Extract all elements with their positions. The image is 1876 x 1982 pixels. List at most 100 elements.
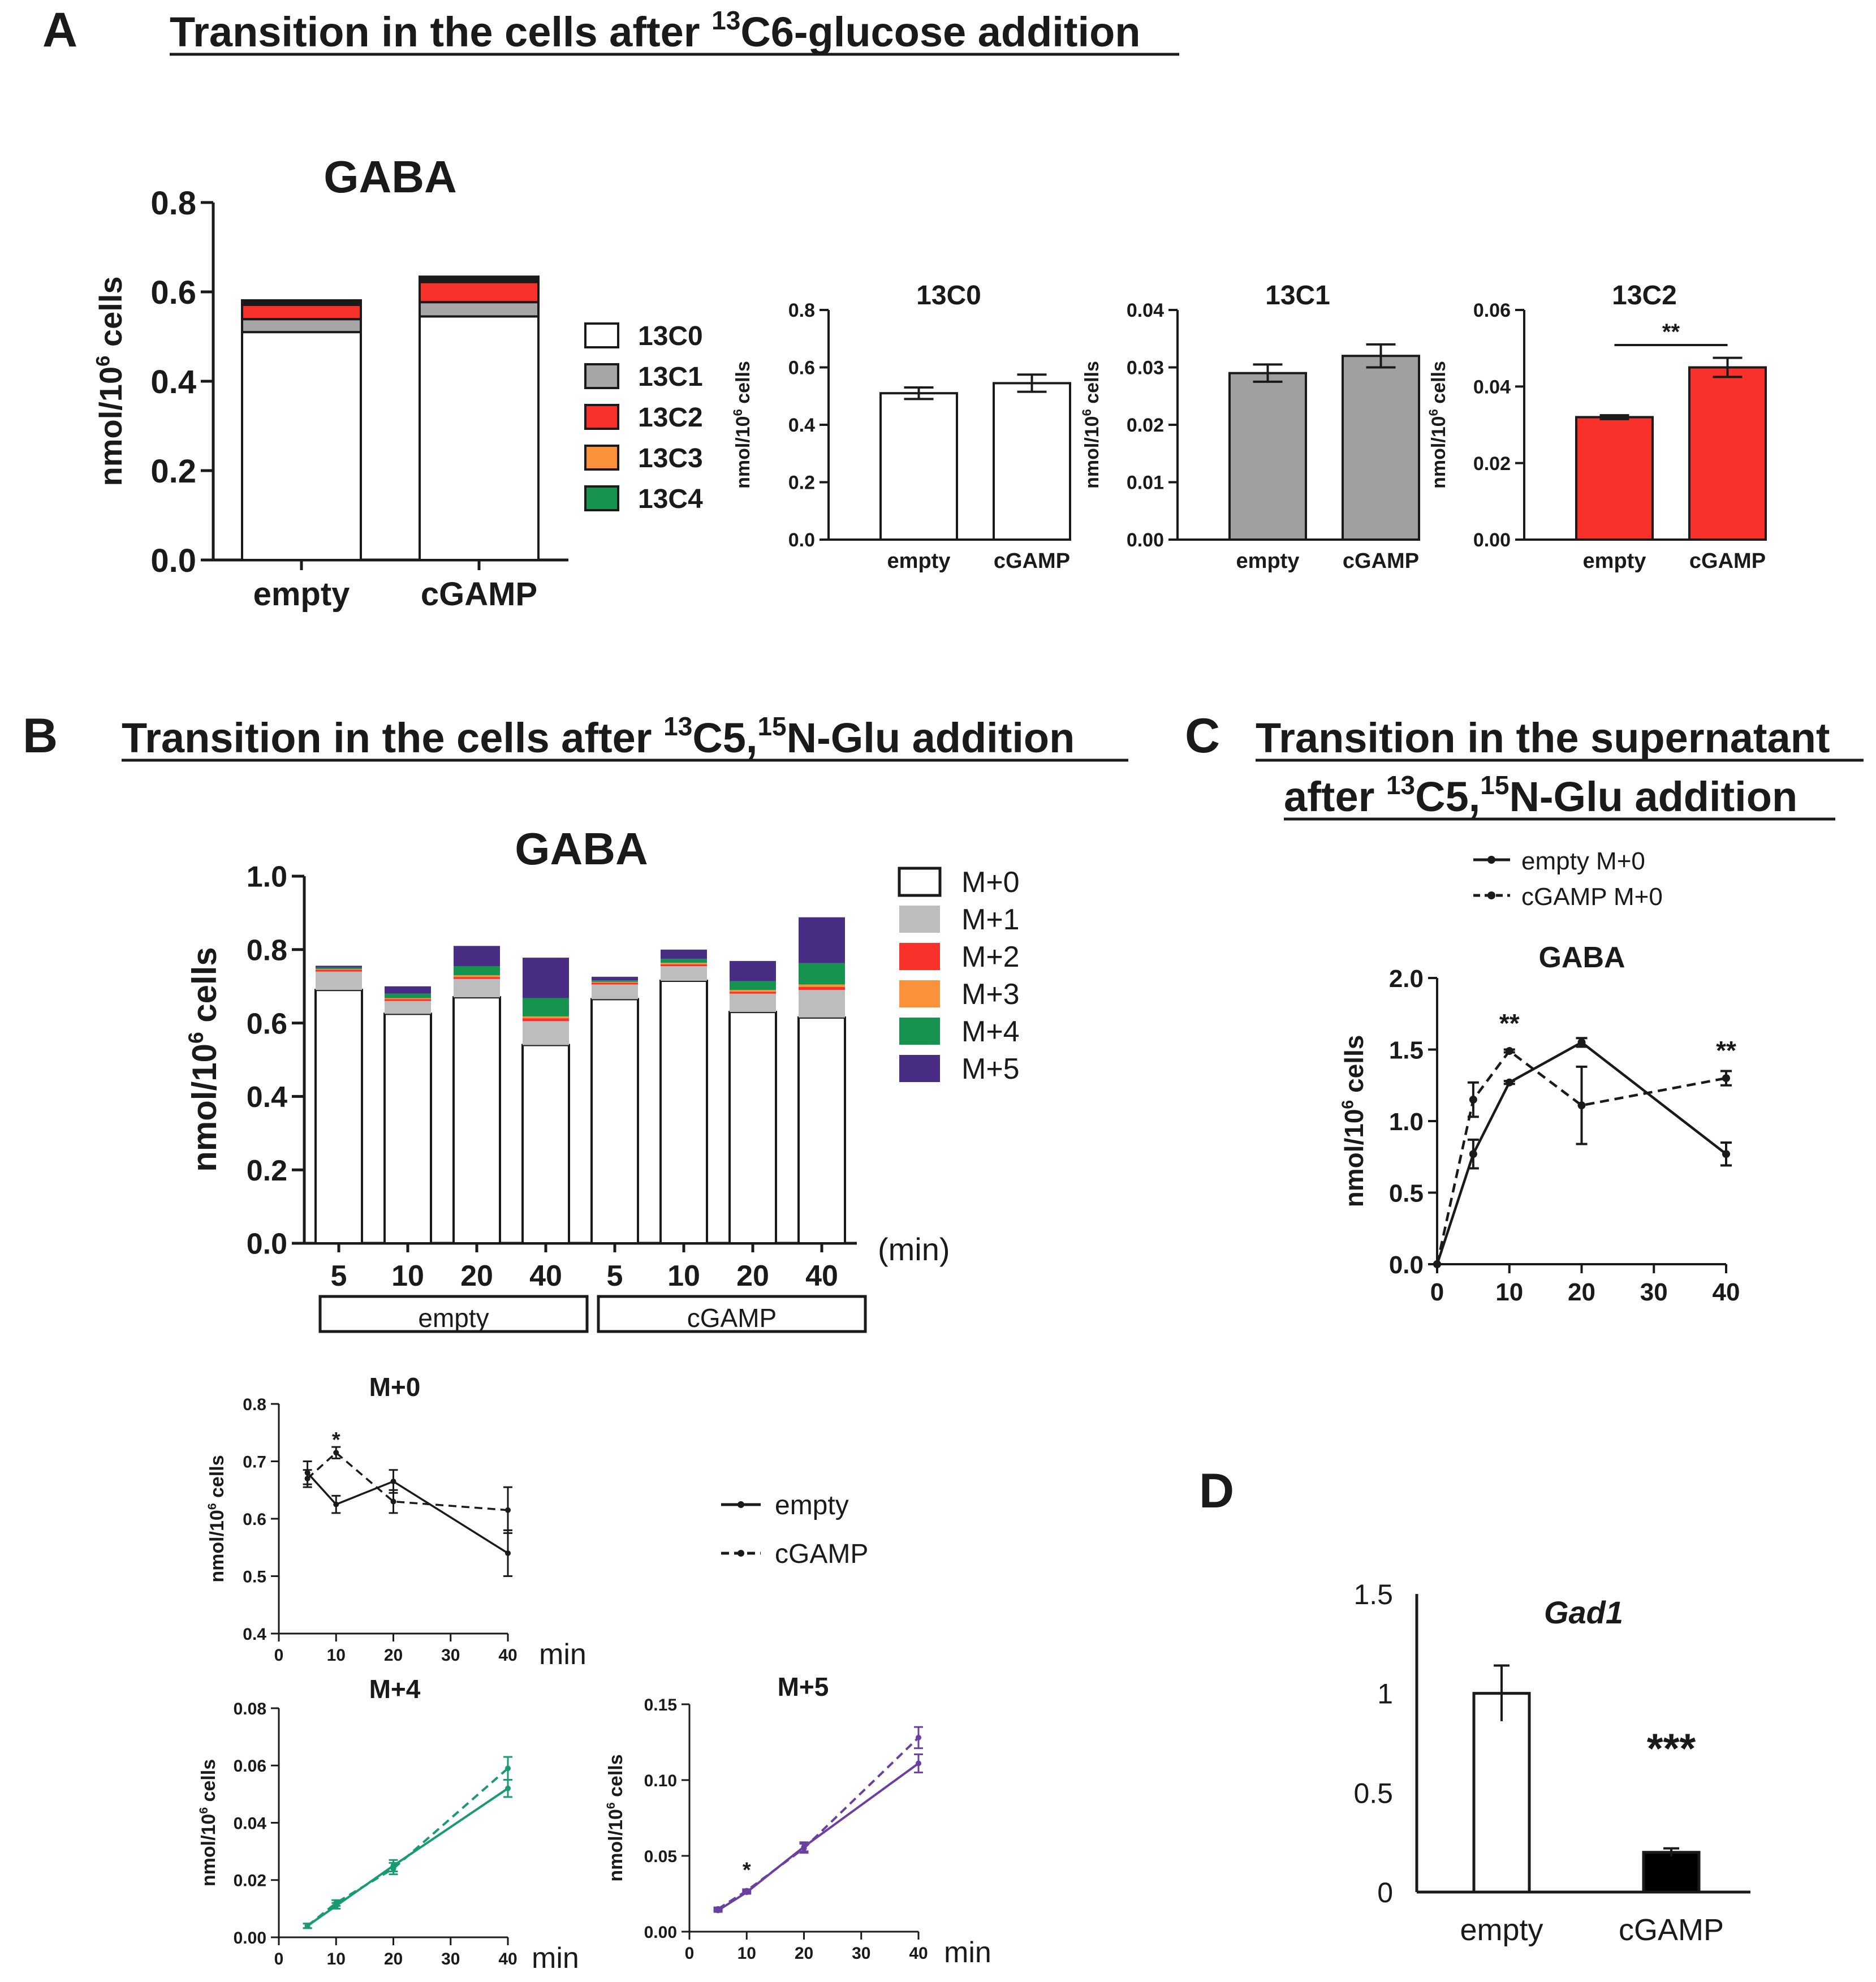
y-tick-label: 0.04: [1127, 300, 1164, 321]
y-tick-label: 0.4: [788, 415, 815, 436]
y-tick-label: 0.06: [1473, 300, 1511, 321]
bar-empty: [1472, 1692, 1531, 1894]
bar-empty: [1575, 416, 1654, 541]
data-point: [715, 1906, 721, 1912]
significance-marker: ***: [1647, 1725, 1696, 1772]
stacked-segment-mplus1: [730, 993, 776, 1012]
chart-title: M+0: [369, 1372, 421, 1402]
significance-marker: *: [743, 1859, 751, 1882]
legend-cgamp-m0-marker: [1487, 891, 1495, 899]
legend-swatch-mplus4: [899, 1018, 940, 1045]
legend-label: 13C0: [638, 321, 703, 351]
stacked-segment-mplus3: [661, 963, 707, 964]
y-tick-label: 0.5: [1389, 1179, 1424, 1207]
stacked-segment-mplus3: [523, 1016, 569, 1019]
legend-swatch-mplus2: [899, 943, 940, 970]
y-tick-label: 0.02: [234, 1872, 266, 1890]
bar-cgamp: [1688, 366, 1767, 541]
legend-empty-m0-marker: [1487, 856, 1495, 864]
legend-swatch-mplus5: [899, 1055, 940, 1082]
data-point: [1433, 1260, 1441, 1268]
legend-cgamp-label: cGAMP: [775, 1539, 868, 1569]
bar-empty: [879, 392, 958, 541]
x-unit-label: min: [944, 1936, 991, 1969]
stacked-segment-13c2: [241, 303, 362, 321]
x-unit-label: (min): [878, 1231, 950, 1267]
stacked-segment-mplus5: [454, 946, 500, 967]
panel-c-letter: C: [1185, 709, 1220, 763]
stacked-segment-mplus2: [661, 964, 707, 967]
y-tick-label: 0.03: [1127, 357, 1164, 379]
series-line-empty: [307, 1472, 508, 1554]
x-tick-label: 30: [441, 1950, 460, 1968]
legend-label: M+3: [961, 978, 1020, 1011]
data-point: [333, 1501, 339, 1507]
stacked-segment-mplus5: [661, 949, 707, 959]
stacked-segment-mplus4: [799, 963, 845, 985]
y-tick-label: 0.0: [788, 529, 815, 551]
legend-empty-m0-label: empty M+0: [1521, 847, 1645, 875]
data-point: [1469, 1096, 1477, 1104]
y-axis-label: nmol/106 cells: [731, 361, 754, 489]
panel-b-m4-line-chart: M+4 0.00 0.02 0.04 0.06 0.08 0 10 20 30 40 min nmol/…: [197, 1674, 579, 1975]
legend-cgamp-m0-label: cGAMP M+0: [1521, 883, 1663, 911]
x-unit-label: min: [539, 1638, 586, 1671]
bar-cgamp: [993, 382, 1071, 541]
y-tick-label: 0: [1377, 1877, 1393, 1908]
stacked-segment-mplus1: [454, 979, 500, 998]
y-tick-label: 0.6: [150, 274, 196, 311]
x-tick-label: 10: [327, 1646, 346, 1665]
y-tick-label: 0.5: [243, 1567, 266, 1586]
y-tick-label: 0.08: [234, 1700, 266, 1718]
significance-marker: **: [1662, 320, 1680, 344]
bar-empty: [1228, 372, 1307, 541]
stacked-segment-mplus4: [592, 980, 638, 982]
x-tick-label: 10: [738, 1944, 756, 1963]
x-tick-label: 40: [529, 1260, 562, 1292]
data-point: [304, 1475, 310, 1481]
x-tick-label: cGAMP: [994, 549, 1070, 573]
group-label: cGAMP: [687, 1303, 777, 1333]
stacked-segment-mplus2: [592, 983, 638, 985]
y-tick-label: 0.2: [247, 1154, 287, 1187]
chart-title: M+5: [778, 1672, 829, 1701]
stacked-segment-mplus4: [385, 993, 431, 998]
x-tick-label: empty: [253, 576, 350, 613]
x-tick-label: 10: [327, 1950, 346, 1968]
data-point: [333, 1900, 339, 1906]
panel-a-13c2-chart: 13C2 0.00 0.02 0.04 0.06 nmol/106 cells empty c…: [1426, 281, 1767, 573]
y-tick-label: 0.05: [644, 1847, 677, 1866]
y-tick-label: 0.00: [234, 1929, 266, 1947]
legend-label: 13C2: [638, 403, 703, 433]
y-axis-label: nmol/106 cells: [1426, 361, 1450, 489]
y-tick-label: 1: [1377, 1678, 1393, 1710]
y-tick-label: 0.06: [234, 1757, 266, 1776]
panel-a-13c0-chart: 13C0 0.0 0.2 0.4 0.6 0.8 nmol/106 cells empty cG…: [731, 281, 1071, 573]
data-point: [1469, 1150, 1477, 1158]
x-tick-label: 5: [331, 1260, 347, 1292]
stacked-segment-mplus5: [316, 966, 362, 968]
legend-label: 13C3: [638, 443, 703, 473]
panel-c-heading-line1: Transition in the supernatant: [1256, 714, 1830, 761]
x-tick-label: 0: [1430, 1278, 1444, 1306]
stacked-segment-mplus4: [523, 998, 569, 1016]
stacked-segment-mplus1: [385, 1001, 431, 1014]
y-tick-label: 1.5: [1389, 1036, 1424, 1064]
legend-label: 13C4: [638, 484, 703, 514]
stacked-segment-other: [241, 299, 362, 306]
stacked-segment-mplus2: [730, 992, 776, 994]
stacked-segment-mplus2: [799, 986, 845, 990]
stacked-segment-mplus1: [592, 984, 638, 999]
y-axis-label: nmol/106 cells: [184, 947, 223, 1172]
stacked-segment-mplus4: [316, 967, 362, 970]
chart-title: 13C1: [1265, 281, 1330, 311]
stacked-segment-mplus3: [730, 990, 776, 992]
stacked-segment-other: [419, 275, 540, 283]
stacked-segment-mplus0: [728, 1011, 777, 1244]
panel-b-letter: B: [23, 709, 58, 763]
x-tick-label: 20: [736, 1260, 769, 1292]
x-tick-label: 40: [909, 1944, 928, 1963]
legend-empty-label: empty: [775, 1490, 849, 1520]
panel-a-letter: A: [42, 3, 77, 57]
